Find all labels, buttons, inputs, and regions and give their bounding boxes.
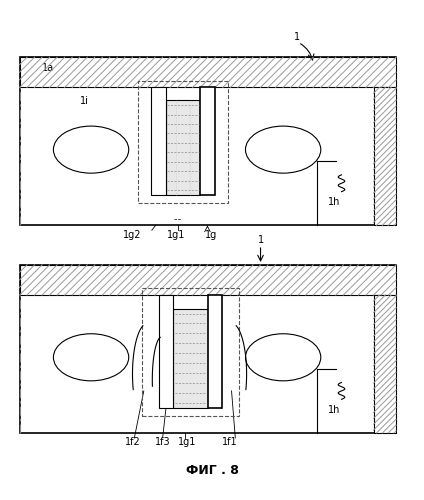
Text: ФИГ . 8: ФИГ . 8: [186, 464, 238, 476]
Text: 1g1: 1g1: [167, 230, 185, 239]
Ellipse shape: [245, 334, 321, 381]
Text: 1f1: 1f1: [222, 438, 237, 448]
Bar: [173, 308, 208, 408]
Bar: [159, 295, 173, 408]
Text: 1h: 1h: [328, 405, 341, 415]
Text: 1a: 1a: [42, 62, 54, 72]
Bar: [151, 88, 166, 195]
Bar: [20, 57, 396, 226]
Bar: [142, 288, 239, 416]
Bar: [20, 265, 396, 433]
Text: 1g2: 1g2: [123, 230, 142, 239]
Text: 1f2: 1f2: [125, 438, 140, 448]
Bar: [138, 80, 228, 204]
Bar: [208, 295, 222, 408]
Text: 1f3: 1f3: [155, 438, 170, 448]
Bar: [166, 100, 200, 195]
Text: 1i: 1i: [80, 96, 89, 106]
Text: 1: 1: [294, 32, 301, 42]
Bar: [200, 88, 215, 195]
Ellipse shape: [245, 126, 321, 173]
Bar: [374, 295, 396, 433]
Text: 1h: 1h: [328, 197, 341, 207]
Text: 1g: 1g: [205, 230, 218, 239]
Ellipse shape: [53, 334, 129, 381]
Text: 1g1: 1g1: [178, 438, 196, 448]
Ellipse shape: [53, 126, 129, 173]
Bar: [20, 57, 396, 88]
Bar: [374, 88, 396, 226]
Bar: [20, 265, 396, 295]
Text: 1: 1: [259, 234, 265, 244]
